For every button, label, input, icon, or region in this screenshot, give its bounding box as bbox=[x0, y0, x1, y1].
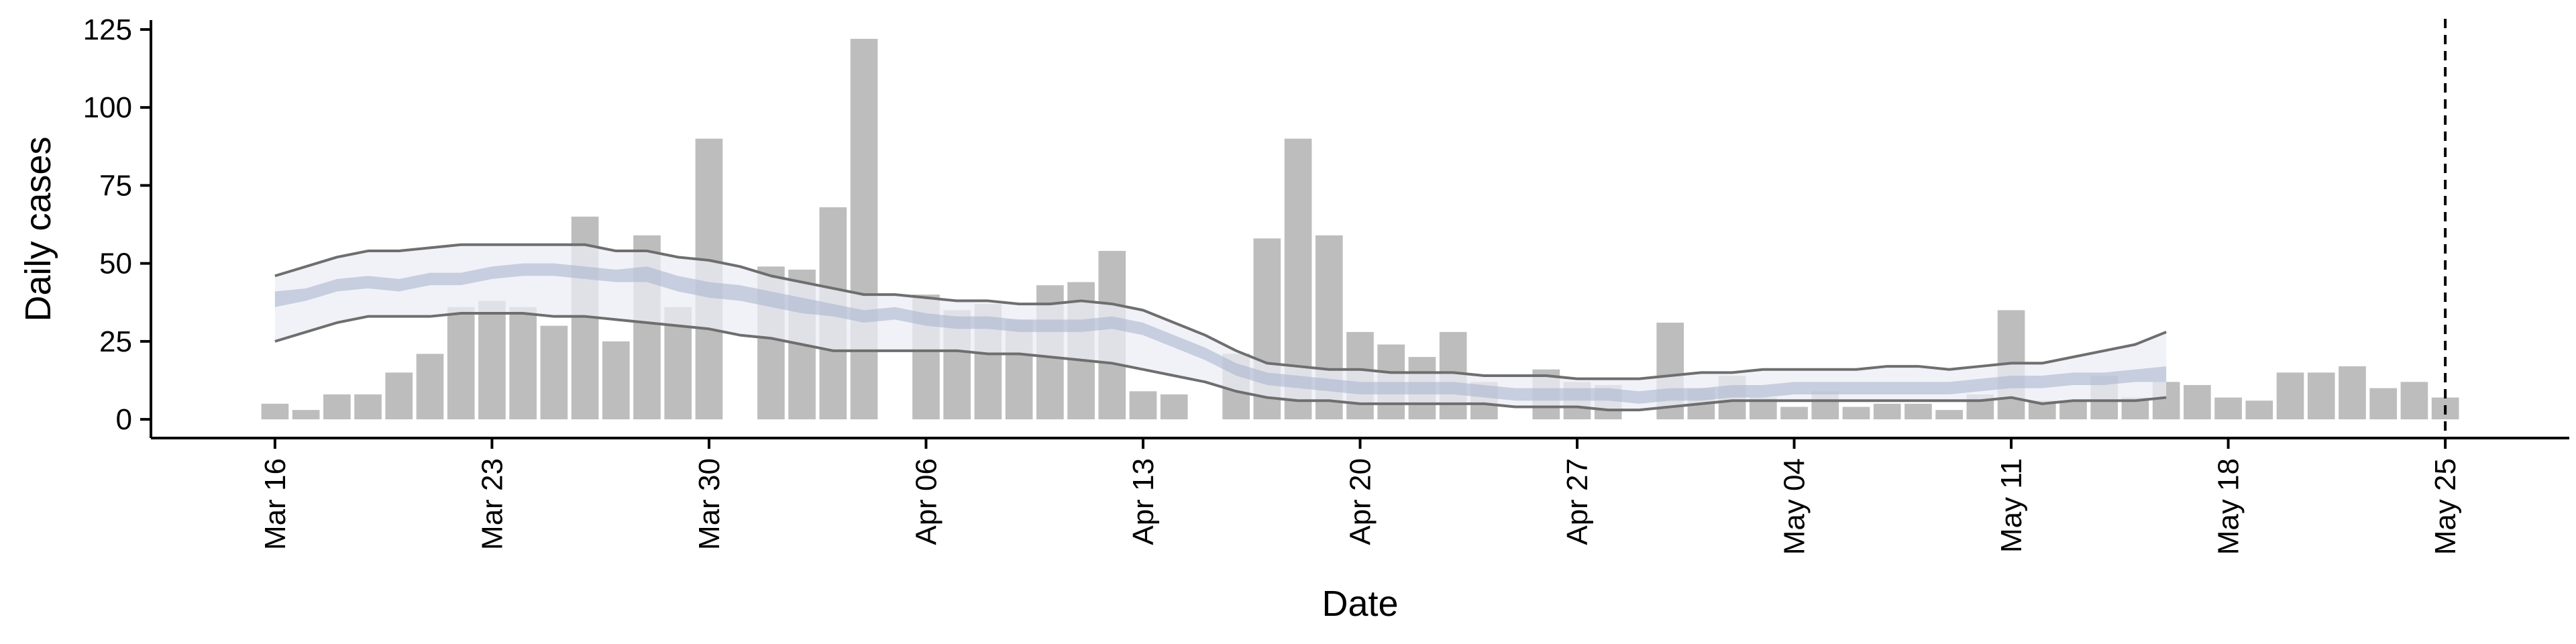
bar-day-67 bbox=[2339, 366, 2366, 420]
bar-day-9 bbox=[540, 325, 568, 420]
estimate-bands-layer bbox=[274, 244, 2167, 411]
bar-day-54 bbox=[1935, 410, 1963, 420]
bar-day-2 bbox=[323, 394, 351, 420]
bar-day-68 bbox=[2369, 388, 2398, 420]
estimate-bounds-layer bbox=[274, 243, 2167, 412]
labels-layer: Daily cases Date bbox=[18, 136, 1399, 624]
bar-day-0 bbox=[261, 403, 289, 420]
bar-day-53 bbox=[1904, 403, 1932, 420]
bar-day-49 bbox=[1780, 407, 1808, 420]
bar-day-28 bbox=[1129, 391, 1157, 420]
x-tick-label: May 18 bbox=[2212, 458, 2245, 555]
x-tick-label: Mar 30 bbox=[693, 458, 726, 550]
x-tick-label: Apr 27 bbox=[1561, 458, 1594, 545]
inner-credible-band bbox=[274, 263, 2167, 404]
x-axis-title: Date bbox=[1322, 584, 1398, 624]
x-tick-label: Apr 13 bbox=[1127, 458, 1160, 545]
bar-day-7 bbox=[478, 301, 506, 420]
y-tick-label: 25 bbox=[99, 325, 132, 358]
x-tick-label: May 04 bbox=[1778, 458, 1811, 555]
y-tick-label: 0 bbox=[116, 403, 132, 436]
bar-day-62 bbox=[2184, 384, 2211, 420]
y-tick-label: 75 bbox=[99, 169, 132, 202]
bar-day-4 bbox=[385, 372, 413, 420]
bar-day-65 bbox=[2276, 372, 2304, 420]
x-tick-label: May 25 bbox=[2429, 458, 2462, 555]
bar-day-52 bbox=[1873, 403, 1901, 420]
bar-day-66 bbox=[2307, 372, 2335, 420]
bar-day-11 bbox=[602, 341, 630, 420]
y-tick-label: 100 bbox=[83, 91, 132, 124]
bar-day-69 bbox=[2400, 382, 2428, 420]
y-tick-label: 125 bbox=[83, 13, 132, 46]
upper-bound-line bbox=[274, 243, 2167, 380]
bar-day-19 bbox=[850, 38, 878, 420]
bar-day-29 bbox=[1160, 394, 1188, 420]
y-tick-label: 50 bbox=[99, 248, 132, 280]
bar-day-64 bbox=[2245, 400, 2273, 420]
bar-day-1 bbox=[292, 410, 320, 420]
bar-day-5 bbox=[416, 354, 444, 420]
x-tick-label: May 11 bbox=[1995, 458, 2028, 553]
bar-day-8 bbox=[509, 307, 537, 420]
y-axis-title: Daily cases bbox=[18, 136, 58, 321]
x-tick-label: Mar 23 bbox=[476, 458, 508, 550]
axes-layer: 0 25 50 75 100 125 Mar 16 Mar 23 Mar 30 Apr 06 Apr… bbox=[83, 13, 2569, 555]
outer-credible-band bbox=[274, 244, 2167, 411]
bar-day-3 bbox=[354, 394, 382, 420]
lower-bound-line bbox=[274, 312, 2167, 412]
bar-day-51 bbox=[1842, 407, 1870, 420]
x-tick-label: Apr 06 bbox=[910, 458, 943, 545]
x-tick-label: Mar 16 bbox=[259, 458, 292, 550]
bar-day-58 bbox=[2059, 400, 2087, 420]
x-tick-label: Apr 20 bbox=[1344, 458, 1377, 545]
bar-day-63 bbox=[2214, 397, 2242, 420]
bar-day-6 bbox=[447, 307, 475, 420]
